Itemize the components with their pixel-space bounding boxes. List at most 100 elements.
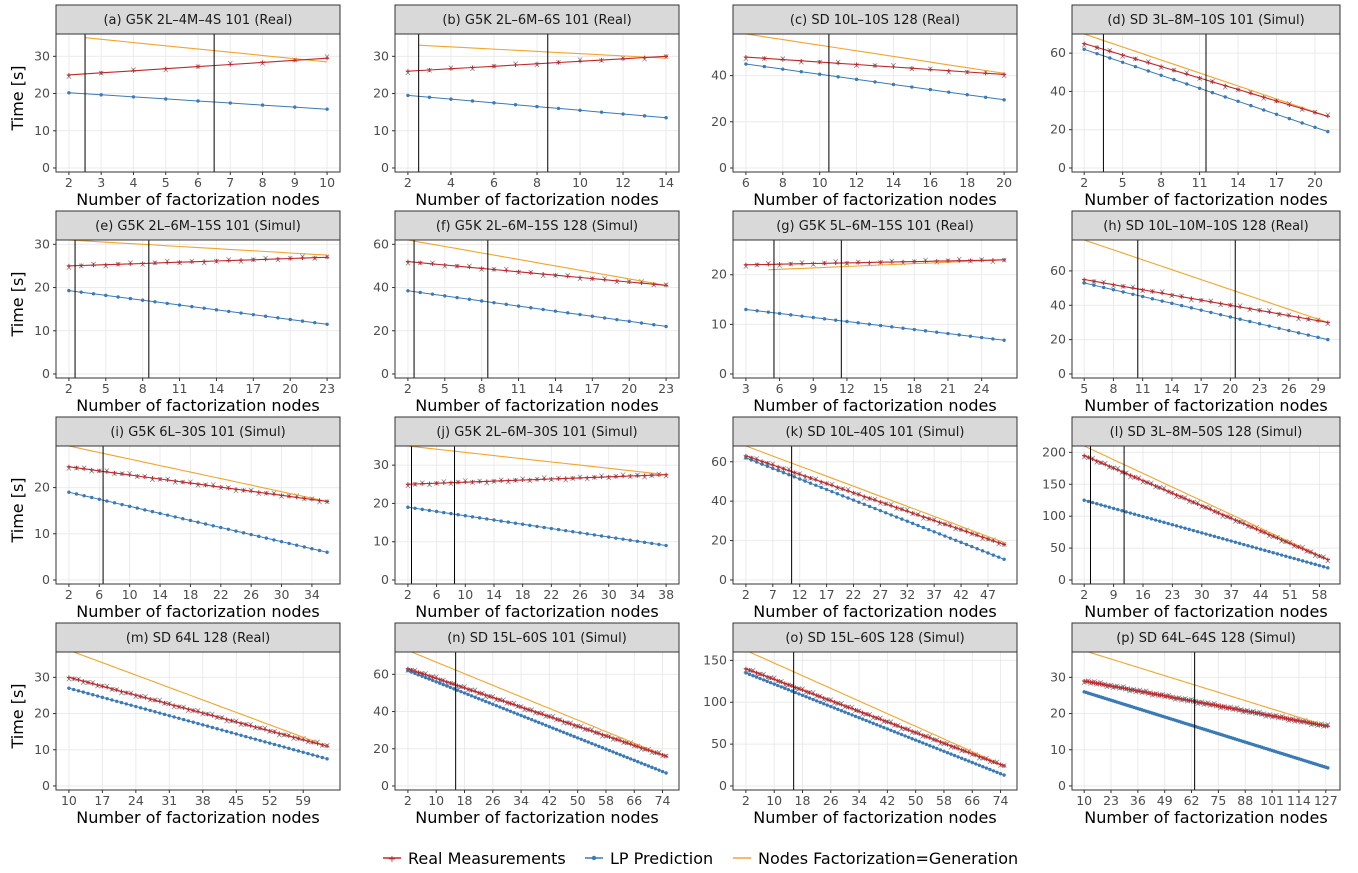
real-point [1082, 277, 1087, 282]
lp-point [590, 741, 594, 746]
real-point [119, 689, 124, 694]
real-point [1233, 518, 1238, 523]
real-point [458, 684, 463, 689]
series-generation-line [73, 652, 328, 747]
real-point [747, 668, 752, 673]
real-point [1199, 298, 1204, 303]
x-tick-label: 8 [139, 381, 147, 396]
real-point [1313, 552, 1318, 557]
panel-data [66, 446, 330, 584]
lp-point [867, 322, 872, 326]
lp-point [959, 756, 964, 761]
real-point [405, 482, 410, 487]
panel-data [743, 240, 1007, 378]
lp-point [406, 289, 410, 293]
real-point [456, 480, 461, 485]
legend: + Real Measurements LP Prediction Nodes … [383, 849, 1018, 868]
x-tick-label: 10 [1076, 793, 1092, 808]
real-point [1247, 306, 1252, 311]
real-point [561, 719, 566, 724]
real-point [990, 258, 995, 263]
lp-point [1216, 535, 1221, 540]
lp-point [540, 722, 545, 726]
lp-point [660, 769, 665, 774]
y-tick-label: 30 [34, 669, 50, 684]
lp-point [632, 758, 636, 763]
lp-point [814, 699, 819, 703]
x-tick-label: 10 [61, 793, 77, 808]
real-point [657, 751, 662, 756]
lp-point [241, 531, 246, 535]
lp-point [808, 481, 813, 485]
real-point [1317, 553, 1322, 558]
lp-point [1238, 317, 1242, 321]
real-point [1183, 496, 1187, 501]
lp-point [556, 527, 561, 532]
real-point [325, 56, 330, 61]
lp-point [1236, 99, 1240, 103]
lp-point [1133, 64, 1138, 69]
x-tick-label: 18 [182, 587, 198, 602]
real-point [112, 470, 117, 475]
real-point [114, 688, 119, 693]
real-point [1146, 60, 1151, 65]
lp-point [776, 683, 780, 688]
real-point [607, 735, 612, 740]
lp-point [1292, 556, 1296, 561]
lp-point [1183, 526, 1187, 530]
x-tick-label: 74 [993, 793, 1009, 808]
real-point [901, 259, 906, 264]
lp-point [790, 689, 794, 693]
y-tick-label: 50 [711, 736, 727, 751]
real-point [788, 261, 793, 266]
lp-point [860, 717, 865, 721]
lp-point [112, 501, 117, 505]
real-point [797, 472, 802, 477]
lp-point [249, 532, 253, 537]
real-point [1325, 114, 1330, 119]
x-tick-label: 20 [1222, 381, 1238, 396]
lp-point [487, 701, 491, 705]
lp-point [116, 295, 120, 299]
lp-point [1210, 90, 1215, 95]
real-point [1090, 457, 1095, 462]
panel-data [1081, 240, 1331, 378]
real-point [1261, 95, 1266, 100]
lp-point [799, 70, 803, 74]
real-point [825, 697, 830, 702]
real-point [522, 706, 527, 711]
series-generation-line [745, 446, 1005, 544]
lp-point [1131, 292, 1135, 296]
real-point [224, 717, 229, 722]
real-point [842, 704, 847, 709]
lp-point [621, 754, 626, 758]
real-point [1300, 546, 1305, 551]
lp-point [544, 723, 548, 727]
x-tick-label: 6 [95, 587, 103, 602]
x-tick-label: 12 [792, 587, 808, 602]
real-point [124, 690, 129, 695]
lp-point [537, 720, 541, 725]
lp-point [970, 760, 974, 765]
lp-point [430, 292, 435, 296]
lp-point [975, 547, 979, 551]
real-point [840, 487, 845, 492]
lp-point [248, 736, 253, 740]
lp-point [639, 321, 644, 325]
real-point [200, 711, 205, 716]
x-axis-title: Number of factorization nodes [415, 190, 658, 209]
lp-point [1250, 545, 1254, 549]
panel-border [1071, 239, 1341, 379]
lp-point [1002, 338, 1006, 342]
real-point [743, 262, 748, 267]
lp-point [434, 680, 438, 684]
x-tick-label: 42 [541, 793, 557, 808]
lp-point [800, 314, 804, 318]
real-point [82, 466, 87, 471]
lp-point [1277, 326, 1281, 330]
real-point [664, 54, 669, 59]
x-tick-label: 37 [1223, 587, 1239, 602]
y-tick-label: 0 [381, 160, 389, 175]
real-point [828, 698, 833, 703]
lp-point [190, 304, 194, 309]
